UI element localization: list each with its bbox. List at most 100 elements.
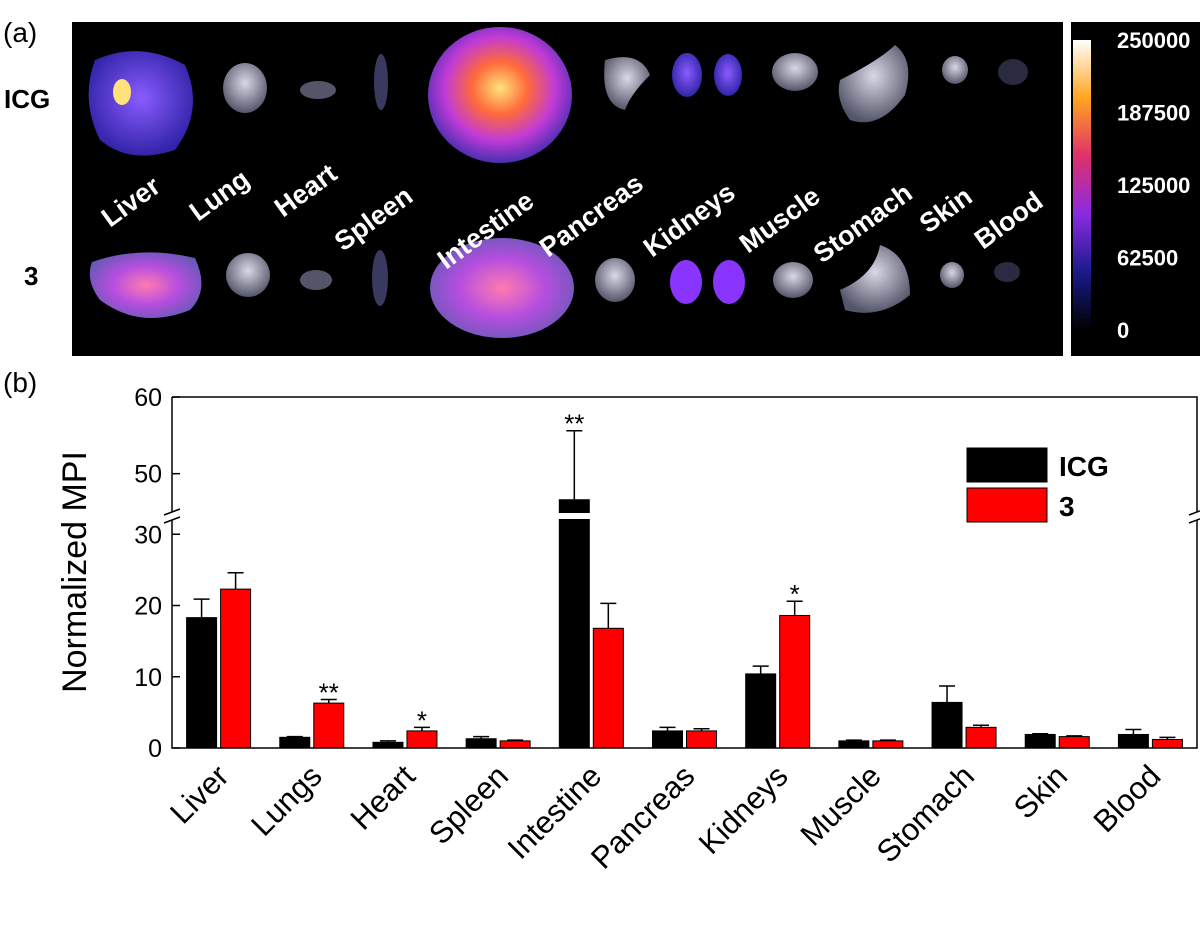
bar [686, 730, 717, 749]
bar-chart: (b) Normalized MPI 01020305060******Live… [3, 367, 1200, 876]
organ-image [374, 54, 388, 110]
x-tick-label: Kidneys [692, 758, 795, 861]
error-bar [566, 429, 583, 500]
bar [186, 617, 218, 749]
panel-label: (a) [3, 17, 37, 48]
row-label: ICG [4, 84, 50, 114]
organ-image [713, 260, 745, 304]
x-tick-label: Pancreas [584, 758, 701, 875]
error-bar [693, 728, 710, 731]
error-bar [973, 724, 990, 728]
error-bar [286, 735, 303, 738]
bar [872, 740, 904, 749]
organ-image [773, 262, 813, 298]
colorbar [1073, 40, 1091, 330]
x-tick-label: Muscle [794, 758, 888, 852]
bar [838, 740, 870, 749]
x-tick-label: Lungs [244, 758, 328, 842]
y-tick-label: 50 [134, 461, 162, 489]
error-bar [600, 602, 617, 629]
y-tick-label: 30 [134, 521, 162, 549]
organ-image [226, 253, 270, 297]
significance-mark: * [417, 705, 427, 735]
organ-image [430, 238, 574, 338]
organ-image [942, 56, 968, 84]
error-bar [1066, 735, 1083, 737]
error-bar [786, 600, 803, 616]
bar [652, 730, 683, 749]
organ-image [714, 54, 742, 96]
organ-image [604, 57, 650, 110]
bar [779, 614, 811, 749]
organ-image [89, 252, 202, 318]
bar [1117, 733, 1149, 749]
error-bar [320, 698, 337, 704]
bar [499, 740, 531, 749]
organ-image [300, 270, 332, 290]
error-bar [507, 739, 524, 741]
bar [558, 499, 590, 749]
bar [465, 738, 497, 749]
x-tick-label: Blood [1087, 758, 1168, 839]
organ-image [772, 53, 818, 91]
bar [965, 726, 997, 749]
significance-mark: ** [319, 678, 339, 708]
row-label: 3 [24, 261, 38, 291]
organ-image [428, 27, 572, 163]
error-bar [939, 685, 956, 703]
organ-image [998, 59, 1028, 85]
colorbar-tick-label: 62500 [1117, 246, 1178, 271]
axis-break-mark [163, 508, 181, 524]
organ-image [88, 51, 193, 156]
legend-label: 3 [1059, 491, 1075, 522]
organ-image [223, 63, 267, 113]
error-bar [752, 665, 769, 674]
bar [220, 588, 252, 749]
organ-image [940, 262, 964, 288]
axis-break-gap [558, 513, 591, 519]
y-tick-label: 60 [134, 384, 162, 412]
bar [931, 701, 963, 749]
error-bar [879, 739, 896, 741]
colorbar-ticks: 250000 187500 125000 62500 0 [1117, 28, 1190, 343]
error-bar [1125, 728, 1142, 735]
error-bar [1032, 733, 1049, 735]
error-bar [473, 735, 490, 739]
organ-image [840, 245, 910, 313]
colorbar-tick-label: 250000 [1117, 28, 1190, 53]
y-tick-label: 0 [148, 735, 162, 763]
error-bar [1159, 736, 1176, 740]
organ-image [994, 262, 1020, 282]
organ-image [672, 53, 702, 97]
legend-label: ICG [1059, 451, 1109, 482]
x-tick-label: Spleen [422, 758, 515, 851]
organ-image [372, 250, 388, 306]
panel-label: (b) [3, 367, 37, 398]
error-bar [413, 726, 430, 731]
significance-mark: ** [564, 409, 584, 439]
x-tick-label: Liver [163, 758, 235, 830]
bar [372, 741, 404, 749]
legend-swatch [966, 447, 1048, 483]
bar [1024, 733, 1056, 749]
organ-image [838, 45, 909, 123]
y-tick-label: 20 [134, 593, 162, 621]
bar [279, 736, 311, 749]
bar [745, 673, 777, 749]
axes-frame [171, 396, 1198, 749]
error-bar [227, 571, 244, 590]
organ-image [670, 260, 702, 304]
bar [592, 627, 624, 749]
significance-mark: * [790, 579, 800, 609]
y-axis-title: Normalized MPI [56, 451, 94, 693]
colorbar-tick-label: 0 [1117, 318, 1129, 343]
axis-break-mark [1188, 510, 1200, 524]
error-bar [845, 739, 862, 741]
error-bar [193, 598, 210, 618]
y-tick-label: 10 [134, 664, 162, 692]
organ-image [113, 79, 131, 105]
x-tick-label: Skin [1007, 758, 1074, 825]
bar [1058, 736, 1090, 749]
error-bar [379, 740, 396, 743]
